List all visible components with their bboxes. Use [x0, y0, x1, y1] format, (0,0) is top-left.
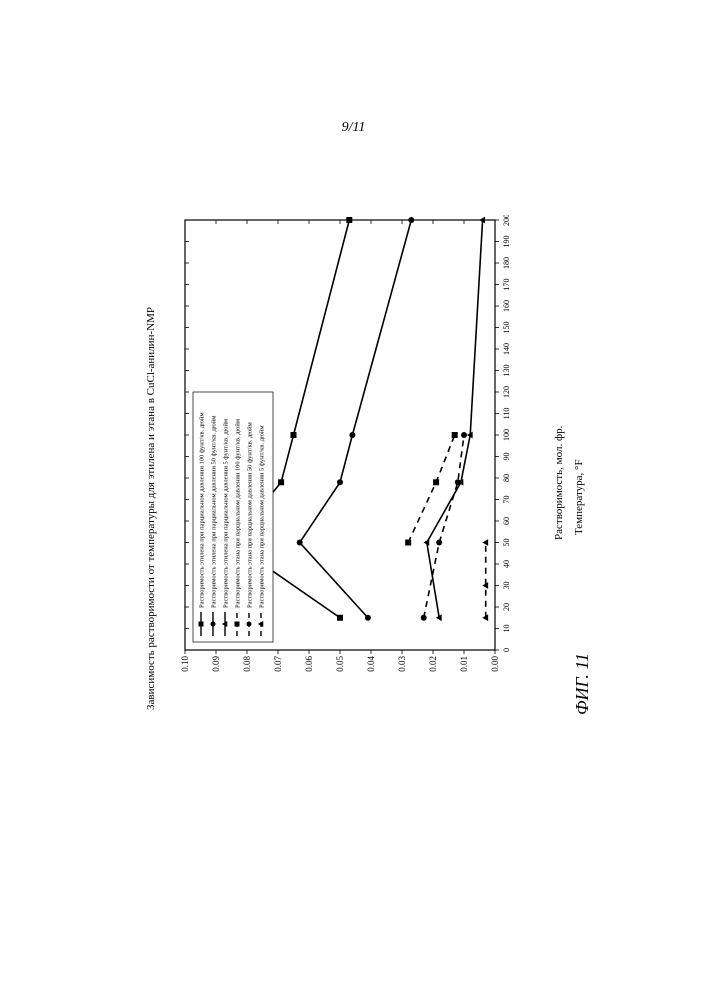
svg-text:80: 80 — [502, 474, 511, 482]
svg-text:160: 160 — [502, 300, 511, 312]
svg-text:190: 190 — [502, 236, 511, 248]
svg-text:20: 20 — [502, 603, 511, 611]
x-axis-label: Температура, °F — [573, 459, 585, 535]
figure-label: ФИГ. 11 — [572, 653, 593, 715]
svg-text:0.03: 0.03 — [397, 656, 407, 672]
svg-text:Растворимость этана при парциа: Растворимость этана при парциальном давл… — [235, 419, 242, 608]
svg-text:0.10: 0.10 — [180, 656, 190, 672]
svg-text:0.02: 0.02 — [428, 656, 438, 672]
svg-text:150: 150 — [502, 322, 511, 334]
svg-text:0.05: 0.05 — [335, 656, 345, 672]
svg-text:0.04: 0.04 — [366, 656, 376, 672]
svg-text:Растворимость этилена при парц: Растворимость этилена при парциальном да… — [199, 412, 206, 608]
svg-text:130: 130 — [502, 365, 511, 377]
svg-text:0.08: 0.08 — [242, 656, 252, 672]
svg-text:50: 50 — [502, 539, 511, 547]
svg-text:0.07: 0.07 — [273, 656, 283, 672]
solubility-chart: 0.00 0.01 0.02 0.03 0.04 0.05 0.06 0.07 0.08 0.09… — [155, 215, 555, 725]
svg-text:120: 120 — [502, 386, 511, 398]
svg-text:Растворимость этана при парциа: Растворимость этана при парциальном давл… — [247, 422, 254, 608]
page-number: 9/11 — [0, 120, 707, 136]
page: 9/11 Зависимость растворимости от темпер… — [0, 0, 707, 1000]
svg-text:60: 60 — [502, 517, 511, 525]
svg-text:40: 40 — [502, 560, 511, 568]
chart-container: Зависимость растворимости от температуры… — [125, 210, 595, 730]
svg-text:170: 170 — [502, 279, 511, 291]
svg-text:30: 30 — [502, 582, 511, 590]
svg-text:0.09: 0.09 — [211, 656, 221, 672]
svg-text:0.00: 0.00 — [490, 656, 500, 672]
svg-text:0.01: 0.01 — [459, 656, 469, 672]
svg-text:180: 180 — [502, 257, 511, 269]
svg-text:100: 100 — [502, 429, 511, 441]
svg-text:200: 200 — [502, 215, 511, 226]
svg-text:Растворимость этилена при парц: Растворимость этилена при парциальном да… — [211, 416, 218, 608]
svg-text:110: 110 — [502, 408, 511, 420]
svg-text:90: 90 — [502, 453, 511, 461]
svg-text:0.06: 0.06 — [304, 656, 314, 672]
svg-text:10: 10 — [502, 625, 511, 633]
y-axis-label: Растворимость, мол. фр. — [553, 426, 565, 540]
svg-text:140: 140 — [502, 343, 511, 355]
svg-text:Растворимость этилена при парц: Растворимость этилена при парциальном да… — [223, 419, 230, 608]
svg-text:Растворимость этана при парциа: Растворимость этана при парциальном давл… — [259, 426, 266, 608]
svg-text:0: 0 — [502, 648, 511, 652]
svg-text:70: 70 — [502, 496, 511, 504]
